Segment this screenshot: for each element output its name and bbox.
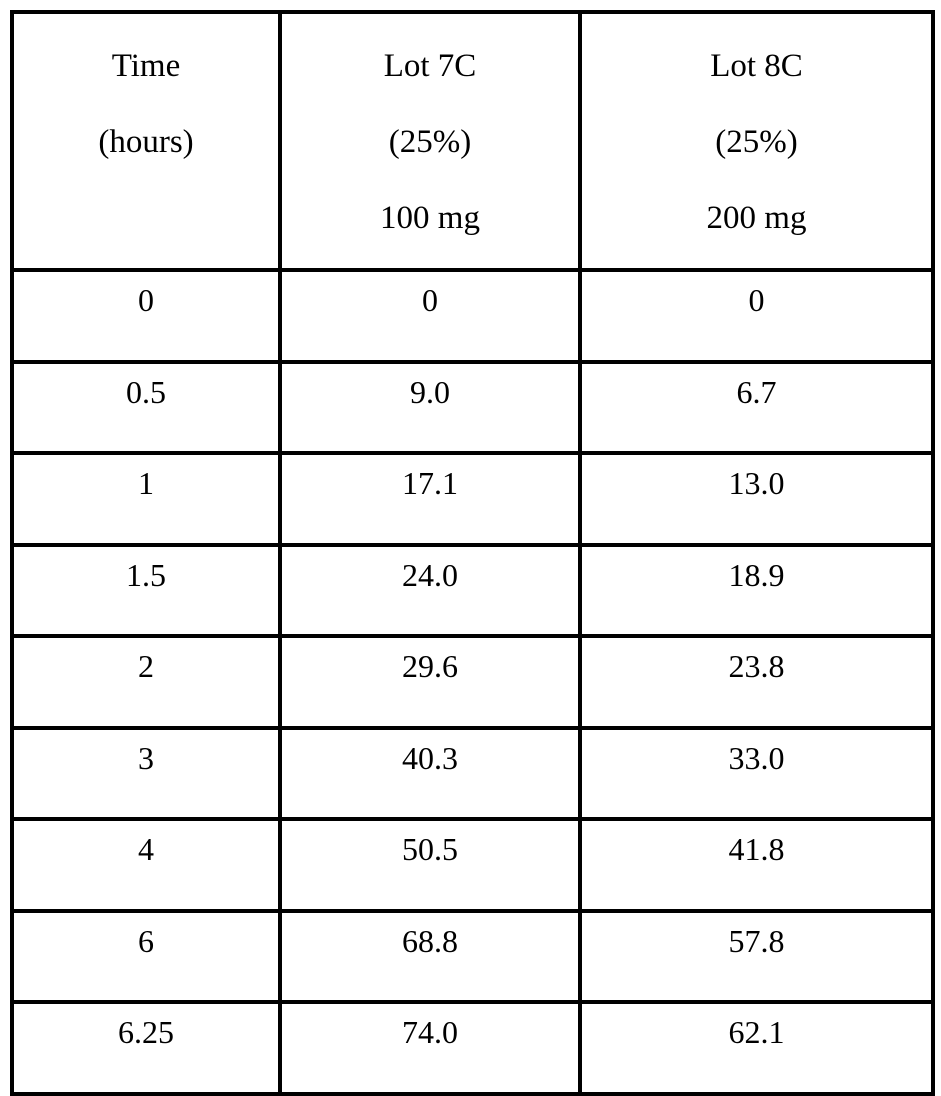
- table-row: 1.5 24.0 18.9: [10, 542, 935, 638]
- column-header-time: Time (hours): [10, 10, 282, 272]
- cell-lot8c: 23.8: [578, 634, 935, 730]
- cell-lot7c: 50.5: [278, 817, 582, 913]
- cell-lot8c: 13.0: [578, 451, 935, 547]
- cell-time: 3: [10, 725, 282, 821]
- cell-lot8c: 41.8: [578, 817, 935, 913]
- cell-lot7c: 68.8: [278, 908, 582, 1004]
- cell-time: 1: [10, 451, 282, 547]
- header-lot8c-dose: 200 mg: [706, 200, 807, 236]
- cell-lot8c: 18.9: [578, 542, 935, 638]
- cell-time: 2: [10, 634, 282, 730]
- header-time-label: Time: [111, 48, 181, 84]
- cell-lot8c: 6.7: [578, 359, 935, 455]
- table-row: 0.5 9.0 6.7: [10, 359, 935, 455]
- header-lot7c-name: Lot 7C: [383, 48, 477, 84]
- table-body: 0 0 0 0.5 9.0 6.7 1 17.1 13.0 1.5 24.0 1…: [10, 268, 935, 1096]
- cell-lot7c: 17.1: [278, 451, 582, 547]
- table-row: 2 29.6 23.8: [10, 634, 935, 730]
- cell-lot7c: 24.0: [278, 542, 582, 638]
- cell-lot7c: 0: [278, 268, 582, 364]
- cell-lot8c: 33.0: [578, 725, 935, 821]
- header-row: Time (hours) Lot 7C (25%) 100 mg Lot 8C …: [10, 10, 935, 272]
- dissolution-data-table: Time (hours) Lot 7C (25%) 100 mg Lot 8C …: [10, 10, 935, 1096]
- cell-lot8c: 0: [578, 268, 935, 364]
- table-header: Time (hours) Lot 7C (25%) 100 mg Lot 8C …: [10, 10, 935, 272]
- cell-time: 0: [10, 268, 282, 364]
- cell-lot7c: 29.6: [278, 634, 582, 730]
- column-header-lot7c: Lot 7C (25%) 100 mg: [278, 10, 582, 272]
- table-row: 4 50.5 41.8: [10, 817, 935, 913]
- table-row: 1 17.1 13.0: [10, 451, 935, 547]
- cell-time: 1.5: [10, 542, 282, 638]
- cell-lot8c: 57.8: [578, 908, 935, 1004]
- cell-time: 6: [10, 908, 282, 1004]
- cell-lot7c: 40.3: [278, 725, 582, 821]
- cell-time: 4: [10, 817, 282, 913]
- column-header-lot8c: Lot 8C (25%) 200 mg: [578, 10, 935, 272]
- cell-lot7c: 9.0: [278, 359, 582, 455]
- header-lot8c-percent: (25%): [715, 124, 798, 160]
- table-row: 0 0 0: [10, 268, 935, 364]
- cell-time: 0.5: [10, 359, 282, 455]
- header-lot7c-dose: 100 mg: [380, 200, 480, 236]
- table-row: 3 40.3 33.0: [10, 725, 935, 821]
- header-lot7c-percent: (25%): [388, 124, 472, 160]
- header-lot8c-name: Lot 8C: [710, 48, 803, 84]
- header-time-units: (hours): [98, 124, 194, 160]
- table-row: 6 68.8 57.8: [10, 908, 935, 1004]
